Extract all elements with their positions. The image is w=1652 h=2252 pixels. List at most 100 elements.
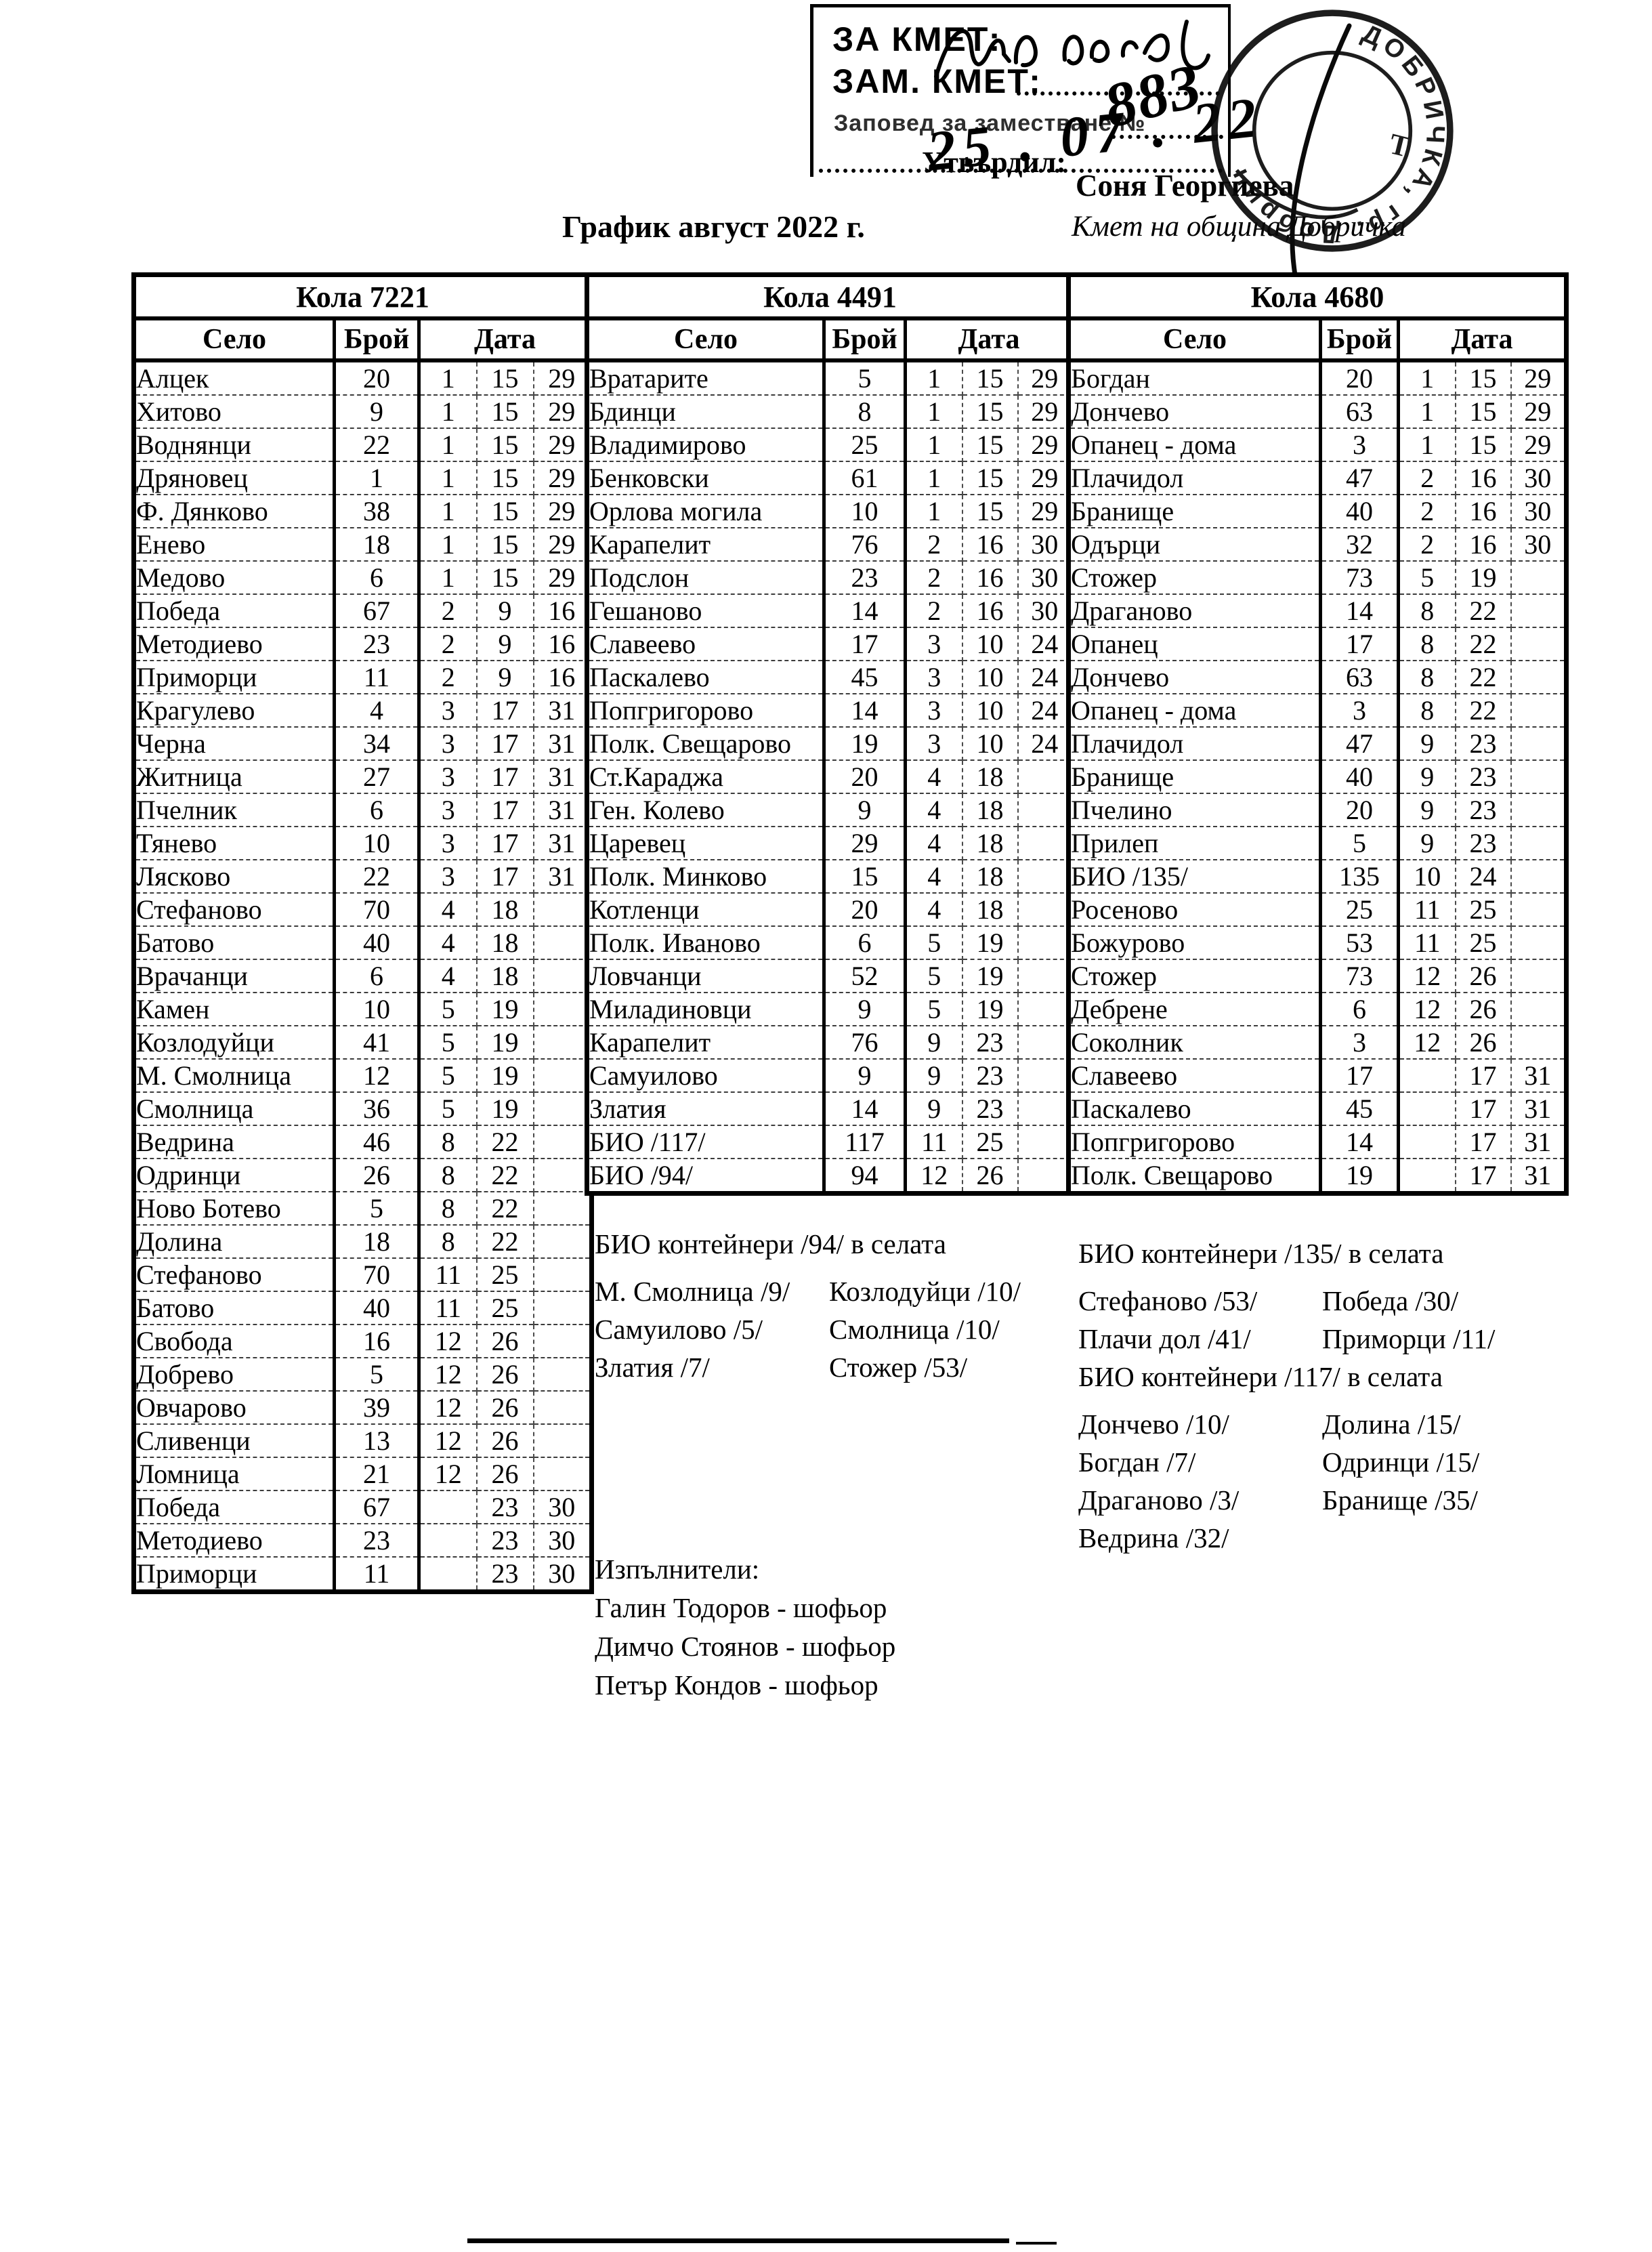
date-cell: 17 bbox=[1455, 1158, 1512, 1194]
table-row: Бранище 40 2 16 30 bbox=[1068, 494, 1567, 528]
village-cell: Батово bbox=[133, 925, 336, 959]
date-cell: 18 bbox=[962, 826, 1019, 860]
date-cell: 4 bbox=[905, 793, 963, 827]
date-cell bbox=[1510, 793, 1567, 827]
date-cell: 17 bbox=[1455, 1091, 1512, 1125]
table-row: Бенковски 61 1 15 29 bbox=[587, 461, 1074, 495]
village-cell: Крагулево bbox=[133, 693, 336, 727]
date-cell bbox=[1017, 892, 1074, 926]
village-cell: Попгригорово bbox=[1068, 1125, 1322, 1159]
count-cell: 94 bbox=[824, 1158, 907, 1194]
village-cell: Врачанци bbox=[133, 959, 336, 993]
table-row: Крагулево 4 3 17 31 bbox=[133, 693, 592, 727]
date-cell: 15 bbox=[962, 461, 1019, 495]
count-cell: 38 bbox=[334, 494, 421, 528]
village-cell: Житница bbox=[133, 759, 336, 793]
date-cell bbox=[419, 1523, 478, 1557]
village-cell: Ген. Колево bbox=[587, 793, 826, 827]
count-cell: 23 bbox=[824, 560, 907, 594]
date-cell: 31 bbox=[533, 693, 592, 727]
scan-artifact bbox=[1016, 2242, 1057, 2245]
date-cell: 19 bbox=[476, 992, 534, 1026]
date-cell: 30 bbox=[1017, 527, 1074, 561]
date-cell: 18 bbox=[476, 925, 534, 959]
table-row: Ново Ботево 5 8 22 bbox=[133, 1191, 592, 1225]
note-item: Стефаново /53/ bbox=[1078, 1285, 1258, 1316]
count-cell: 5 bbox=[334, 1357, 421, 1391]
date-cell: 29 bbox=[533, 428, 592, 461]
table-row: Приморци 11 23 30 bbox=[133, 1556, 592, 1592]
village-cell: Победа bbox=[133, 593, 336, 627]
date-cell bbox=[419, 1490, 478, 1524]
approver-name: Соня Георгиева bbox=[1076, 169, 1294, 203]
date-cell bbox=[1398, 1058, 1456, 1092]
date-cell: 30 bbox=[1017, 593, 1074, 627]
date-cell bbox=[1017, 826, 1074, 860]
date-cell: 2 bbox=[419, 593, 478, 627]
village-cell: Победа bbox=[133, 1490, 336, 1524]
village-cell: Царевец bbox=[587, 826, 826, 860]
date-cell: 16 bbox=[1455, 461, 1512, 495]
date-cell: 19 bbox=[476, 1025, 534, 1059]
village-cell: Бранище bbox=[1068, 759, 1322, 793]
count-cell: 52 bbox=[824, 959, 907, 993]
village-cell: Одърци bbox=[1068, 527, 1322, 561]
count-cell: 14 bbox=[1320, 593, 1400, 627]
date-cell bbox=[1398, 1091, 1456, 1125]
date-cell: 2 bbox=[419, 660, 478, 694]
village-cell: Стефаново bbox=[133, 1257, 336, 1291]
column-header: Село bbox=[587, 318, 826, 362]
date-cell bbox=[533, 1224, 592, 1258]
date-cell: 3 bbox=[419, 726, 478, 760]
count-cell: 67 bbox=[334, 1490, 421, 1524]
date-cell: 17 bbox=[476, 693, 534, 727]
date-cell: 3 bbox=[419, 693, 478, 727]
date-cell bbox=[1510, 660, 1567, 694]
note-item: Богдан /7/ bbox=[1078, 1446, 1196, 1478]
count-cell: 9 bbox=[334, 394, 421, 428]
date-cell: 18 bbox=[476, 959, 534, 993]
date-cell: 2 bbox=[905, 527, 963, 561]
date-cell: 15 bbox=[476, 560, 534, 594]
village-cell: Славеево bbox=[587, 627, 826, 661]
table-row: Ф. Дянково 38 1 15 29 bbox=[133, 494, 592, 528]
date-cell bbox=[533, 1158, 592, 1192]
date-cell: 8 bbox=[1398, 593, 1456, 627]
date-cell bbox=[1510, 925, 1567, 959]
village-cell: Методиево bbox=[133, 1523, 336, 1557]
table-row: Полк. Иваново 6 5 19 bbox=[587, 925, 1074, 959]
village-cell: Смолница bbox=[133, 1091, 336, 1125]
count-cell: 23 bbox=[334, 627, 421, 661]
date-cell: 26 bbox=[476, 1457, 534, 1490]
table-row: Батово 40 4 18 bbox=[133, 925, 592, 959]
date-cell: 3 bbox=[419, 793, 478, 827]
date-cell: 15 bbox=[962, 394, 1019, 428]
date-cell: 29 bbox=[1031, 363, 1059, 394]
count-cell: 47 bbox=[1320, 726, 1400, 760]
date-cell: 4 bbox=[905, 826, 963, 860]
date-cell: 10 bbox=[962, 660, 1019, 694]
date-cell bbox=[533, 1291, 592, 1325]
date-cell: 26 bbox=[962, 1158, 1019, 1194]
date-cell: 24 bbox=[1017, 627, 1074, 661]
date-cell: 22 bbox=[476, 1125, 534, 1159]
date-cell: 10 bbox=[962, 726, 1019, 760]
date-cell: 25 bbox=[1455, 892, 1512, 926]
village-cell: Ново Ботево bbox=[133, 1191, 336, 1225]
village-cell: Ведрина bbox=[133, 1125, 336, 1159]
village-cell: Миладиновци bbox=[587, 992, 826, 1026]
date-cell: 18 bbox=[962, 892, 1019, 926]
count-cell: 19 bbox=[824, 726, 907, 760]
date-cell: 5 bbox=[905, 959, 963, 993]
count-cell: 20 bbox=[824, 759, 907, 793]
table-row: БИО /135/135 10 24 bbox=[1068, 859, 1567, 893]
note-item: Козлодуйци /10/ bbox=[829, 1276, 1021, 1307]
count-cell: 23 bbox=[334, 1523, 421, 1557]
count-cell: 18 bbox=[334, 1224, 421, 1258]
date-cell: 22 bbox=[1455, 627, 1512, 661]
village-cell: Полк. Свещарово bbox=[1068, 1158, 1322, 1194]
date-cell: 15 bbox=[476, 360, 534, 395]
date-cell: 23 bbox=[962, 1058, 1019, 1092]
dotted-line bbox=[1017, 91, 1220, 96]
count-cell: 61 bbox=[824, 461, 907, 495]
